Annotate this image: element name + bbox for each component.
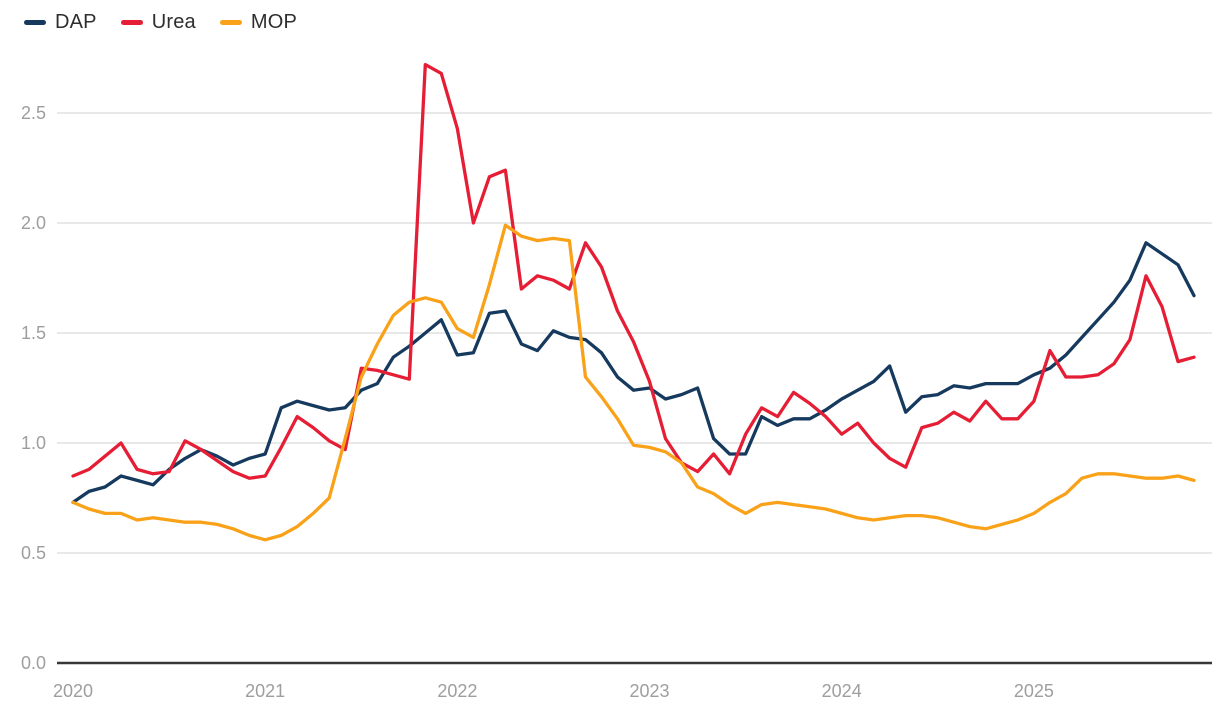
dap-line: [71, 241, 1196, 505]
y-axis-tick-label: 0.0: [21, 653, 46, 673]
legend-item-mop[interactable]: MOP: [219, 11, 298, 33]
urea-line-swatch: [120, 19, 143, 25]
chart-legend: DAP Urea MOP: [24, 12, 297, 32]
legend-label-urea: Urea: [151, 11, 196, 33]
legend-item-urea[interactable]: Urea: [120, 11, 196, 33]
urea-line: [71, 62, 1196, 480]
legend-label-mop: MOP: [250, 11, 298, 33]
mop-line-swatch: [219, 19, 242, 25]
y-axis-tick-label: 2.0: [21, 213, 46, 233]
y-axis-tick-label: 1.0: [21, 433, 46, 453]
x-axis-tick-label: 2023: [629, 681, 669, 701]
y-axis-tick-label: 2.5: [21, 103, 46, 123]
dap-line-swatch: [24, 19, 46, 25]
x-axis-tick-label: 2022: [437, 681, 477, 701]
legend-label-dap: DAP: [55, 11, 97, 33]
y-axis-tick-label: 0.5: [21, 543, 46, 563]
x-axis-tick-label: 2025: [1014, 681, 1054, 701]
mop-line: [71, 223, 1196, 542]
x-axis-tick-label: 2021: [245, 681, 285, 701]
x-axis-tick-label: 2020: [53, 681, 93, 701]
y-axis-tick-label: 1.5: [21, 323, 46, 343]
x-axis-tick-label: 2024: [822, 681, 862, 701]
legend-item-dap[interactable]: DAP: [24, 12, 97, 32]
